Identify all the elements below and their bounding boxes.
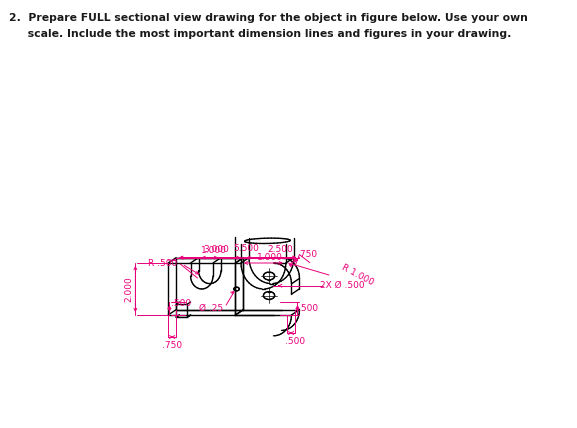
Text: R .500: R .500 bbox=[148, 259, 178, 268]
Text: 1.000: 1.000 bbox=[257, 253, 283, 262]
Text: Ø .25: Ø .25 bbox=[198, 303, 223, 312]
Text: 2.000: 2.000 bbox=[124, 276, 133, 302]
Text: .500: .500 bbox=[171, 299, 192, 308]
Text: scale. Include the most important dimension lines and figures in your drawing.: scale. Include the most important dimens… bbox=[9, 29, 511, 39]
Text: 2X Ø .500: 2X Ø .500 bbox=[320, 281, 365, 290]
Text: 1.000: 1.000 bbox=[201, 246, 227, 255]
Text: .750: .750 bbox=[162, 341, 182, 350]
Text: 3.000: 3.000 bbox=[204, 245, 230, 254]
Text: .500: .500 bbox=[298, 304, 318, 313]
Text: .750: .750 bbox=[298, 250, 317, 259]
Text: 2.  Prepare FULL sectional view drawing for the object in figure below. Use your: 2. Prepare FULL sectional view drawing f… bbox=[9, 13, 527, 23]
Text: R 1.000: R 1.000 bbox=[340, 263, 375, 287]
Text: 5.500: 5.500 bbox=[234, 244, 260, 253]
Text: .500: .500 bbox=[285, 336, 305, 345]
Text: 2.500: 2.500 bbox=[267, 245, 293, 254]
